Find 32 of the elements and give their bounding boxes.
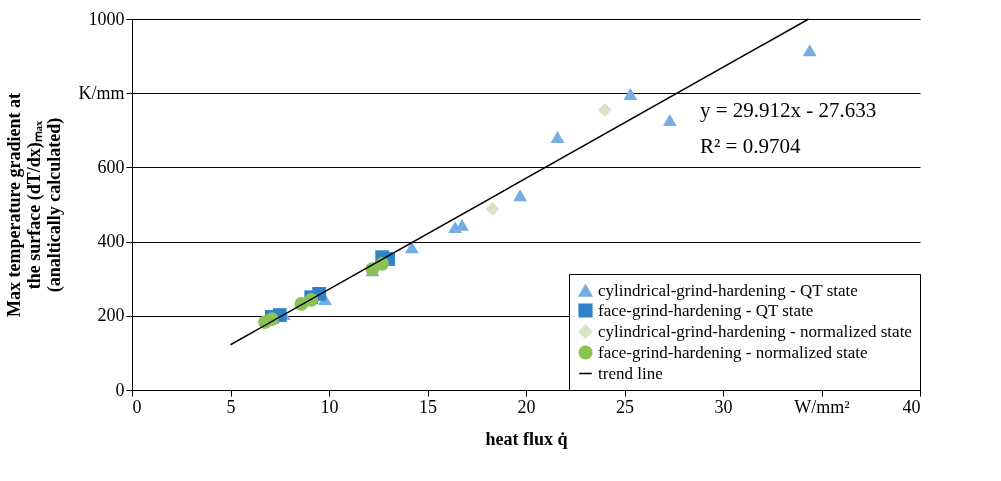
x-tick-label: 30 bbox=[714, 396, 733, 417]
y-axis-title: Max temperature gradient at the surface (dT/dx)ₘₐₓ (analtically calculated) bbox=[4, 92, 66, 318]
y-tick-label: K/mm bbox=[78, 82, 125, 103]
point bbox=[802, 44, 817, 57]
point bbox=[404, 241, 419, 254]
x-tick-label: 0 bbox=[132, 396, 142, 417]
x-tick-label: 40 bbox=[902, 396, 921, 417]
point bbox=[513, 189, 527, 202]
point bbox=[623, 87, 638, 100]
y-tick-label: 600 bbox=[97, 156, 125, 177]
x-axis-title: heat flux q̇ bbox=[485, 428, 568, 449]
y-tick-label: 0 bbox=[115, 379, 125, 400]
legend-label: face-grind-hardening - normalized state bbox=[598, 342, 868, 362]
x-tick-label: 15 bbox=[419, 396, 437, 417]
legend-label: cylindrical-grind-hardening - QT state bbox=[598, 280, 858, 300]
point bbox=[485, 202, 500, 216]
x-tick-label: 20 bbox=[517, 396, 536, 417]
x-tick-label: W/mm² bbox=[794, 396, 850, 417]
legend-label: face-grind-hardening - QT state bbox=[598, 300, 814, 320]
y-tick-label: 200 bbox=[97, 305, 125, 326]
annotation: R² = 0.9704 bbox=[700, 134, 801, 158]
x-tick-label: 10 bbox=[320, 396, 339, 417]
legend-label: trend line bbox=[598, 363, 663, 383]
point bbox=[597, 103, 612, 117]
y-tick-label: 400 bbox=[97, 231, 125, 252]
point bbox=[550, 131, 565, 143]
y-tick-label: 1000 bbox=[88, 8, 125, 29]
x-tick-label: 5 bbox=[226, 396, 236, 417]
legend-label: cylindrical-grind-hardening - normalized state bbox=[598, 321, 912, 341]
annotation: y = 29.912x - 27.633 bbox=[700, 98, 877, 122]
point bbox=[662, 113, 677, 126]
x-tick-label: 25 bbox=[616, 396, 634, 417]
